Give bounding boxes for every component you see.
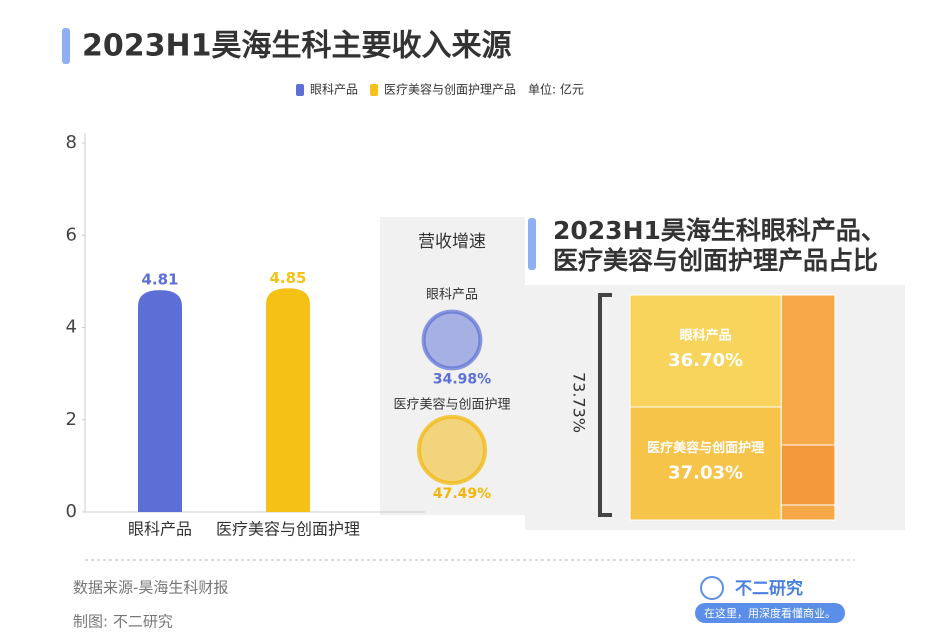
y-tick-label: 0 — [66, 501, 77, 522]
panel-title: 医疗美容与创面护理产品占比 — [553, 246, 878, 275]
brand: 不二研究 — [735, 578, 803, 599]
panel-title: 营收增速 — [418, 232, 486, 252]
legend-swatch — [296, 84, 304, 96]
tile-name: 医疗美容与创面护理 — [647, 440, 764, 456]
panel-title: 2023H1昊海生科眼科产品、 — [553, 216, 886, 245]
x-tick-label: 眼科产品 — [128, 520, 192, 539]
maker: 制图: 不二研究 — [73, 613, 173, 631]
title-accent — [62, 28, 70, 64]
y-tick-label: 8 — [66, 132, 77, 153]
data-label: 4.85 — [269, 269, 306, 287]
bar — [266, 288, 310, 512]
bar — [138, 290, 182, 512]
legend-swatch — [370, 84, 379, 96]
slogan-pill — [695, 603, 845, 623]
bubble — [416, 414, 488, 486]
title-accent — [528, 218, 536, 270]
bubble-label: 34.98% — [433, 371, 491, 387]
main-title: 2023H1昊海生科主要收入来源 — [82, 29, 511, 64]
logo-icon — [700, 576, 724, 600]
bubble-label: 47.49% — [433, 486, 491, 502]
data-label: 4.81 — [141, 271, 178, 289]
legend-label: 眼科产品 — [310, 83, 358, 97]
source: 数据来源-昊海生科财报 — [73, 579, 228, 597]
unit: 单位: 亿元 — [528, 82, 584, 97]
legend-label: 医疗美容与创面护理产品 — [384, 82, 516, 97]
bracket-label: 73.73% — [570, 372, 589, 433]
tile-label: 36.70% — [668, 350, 743, 371]
remainder-part — [780, 444, 836, 506]
y-tick-label: 4 — [66, 317, 77, 338]
slogan: 在这里，用深度看懂商业。 — [704, 606, 836, 620]
tile-name: 眼科产品 — [680, 327, 732, 343]
x-tick-label: 医疗美容与创面护理 — [216, 520, 360, 539]
tile-label: 37.03% — [668, 462, 743, 483]
bubble-name: 眼科产品 — [426, 288, 478, 303]
y-tick-label: 6 — [66, 224, 77, 245]
bubble-name: 医疗美容与创面护理 — [393, 397, 510, 413]
bracket — [598, 293, 612, 517]
tile — [629, 406, 782, 521]
tile — [629, 294, 782, 408]
bubble — [421, 309, 483, 371]
y-tick-label: 2 — [66, 409, 77, 430]
